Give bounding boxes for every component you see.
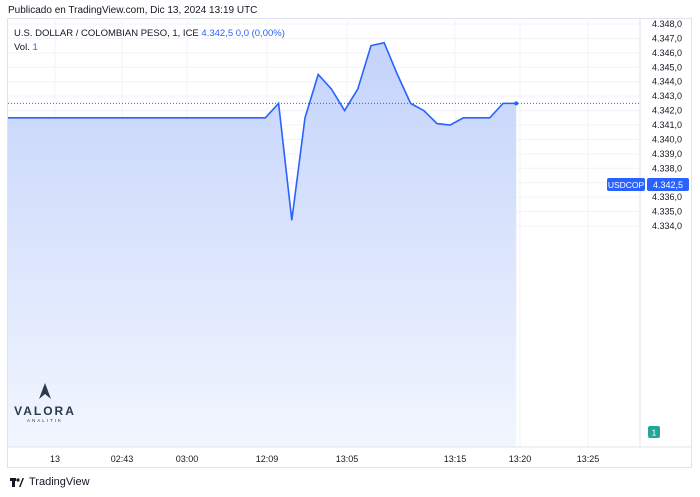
price-tick-label: 4.335,0: [652, 207, 682, 217]
time-tick-label: 13:20: [509, 454, 532, 464]
tradingview-logo-icon: [10, 478, 24, 487]
volume-tag: 1: [648, 426, 660, 438]
price-tick-label: 4.340,0: [652, 134, 682, 144]
time-tick-label: 02:43: [111, 454, 134, 464]
legend-price: 4.342,5: [201, 28, 234, 39]
valora-logo-icon: [39, 383, 51, 399]
price-tag-value: 4.342,5: [653, 180, 683, 190]
legend-change: 0,0 (0,00%): [235, 28, 285, 39]
price-tick-label: 4.345,0: [652, 62, 682, 72]
legend: U.S. DOLLAR / COLOMBIAN PESO, 1, ICE 4.3…: [14, 27, 285, 55]
valora-watermark: VALORA ANALITIK: [12, 383, 78, 423]
symbol-title[interactable]: U.S. DOLLAR / COLOMBIAN PESO, 1, ICE: [14, 28, 199, 39]
price-tick-label: 4.341,0: [652, 120, 682, 130]
volume-tag-value: 1: [652, 428, 657, 438]
price-tick-label: 4.347,0: [652, 33, 682, 43]
price-tick-label: 4.338,0: [652, 163, 682, 173]
price-tick-label: 4.346,0: [652, 48, 682, 58]
price-tick-label: 4.336,0: [652, 192, 682, 202]
footer: TradingView: [10, 476, 90, 488]
volume-value: 1: [32, 42, 38, 53]
price-tick-label: 4.334,0: [652, 221, 682, 231]
price-tag: USDCOP 4.342,5: [607, 178, 689, 191]
time-tick-label: 12:09: [256, 454, 279, 464]
price-tick-label: 4.342,0: [652, 106, 682, 116]
price-tick-label: 4.344,0: [652, 77, 682, 87]
price-axis[interactable]: 4.348,0 4.347,0 4.346,0 4.345,0 4.344,0 4.343…: [652, 19, 682, 231]
price-tag-symbol: USDCOP: [608, 180, 645, 190]
tradingview-brand[interactable]: TradingView: [29, 476, 90, 488]
volume-label[interactable]: Vol.: [14, 42, 30, 53]
price-tick-label: 4.343,0: [652, 91, 682, 101]
time-tick-label: 13: [50, 454, 60, 464]
published-caption: Publicado en TradingView.com, Dic 13, 20…: [8, 5, 258, 16]
chart-frame: [7, 18, 692, 468]
time-tick-label: 13:15: [444, 454, 467, 464]
price-area: [8, 42, 517, 447]
time-tick-label: 03:00: [176, 454, 199, 464]
price-line: [8, 41, 517, 221]
valora-sub: ANALITIK: [26, 418, 63, 423]
price-tick-label: 4.348,0: [652, 19, 682, 29]
valora-word: VALORA: [14, 404, 76, 418]
time-axis[interactable]: 13 02:43 03:00 12:09 13:05 13:15 13:20 13:25: [50, 454, 599, 464]
last-price-dot: [514, 101, 519, 106]
time-tick-label: 13:05: [336, 454, 359, 464]
time-tick-label: 13:25: [577, 454, 600, 464]
price-tick-label: 4.339,0: [652, 149, 682, 159]
